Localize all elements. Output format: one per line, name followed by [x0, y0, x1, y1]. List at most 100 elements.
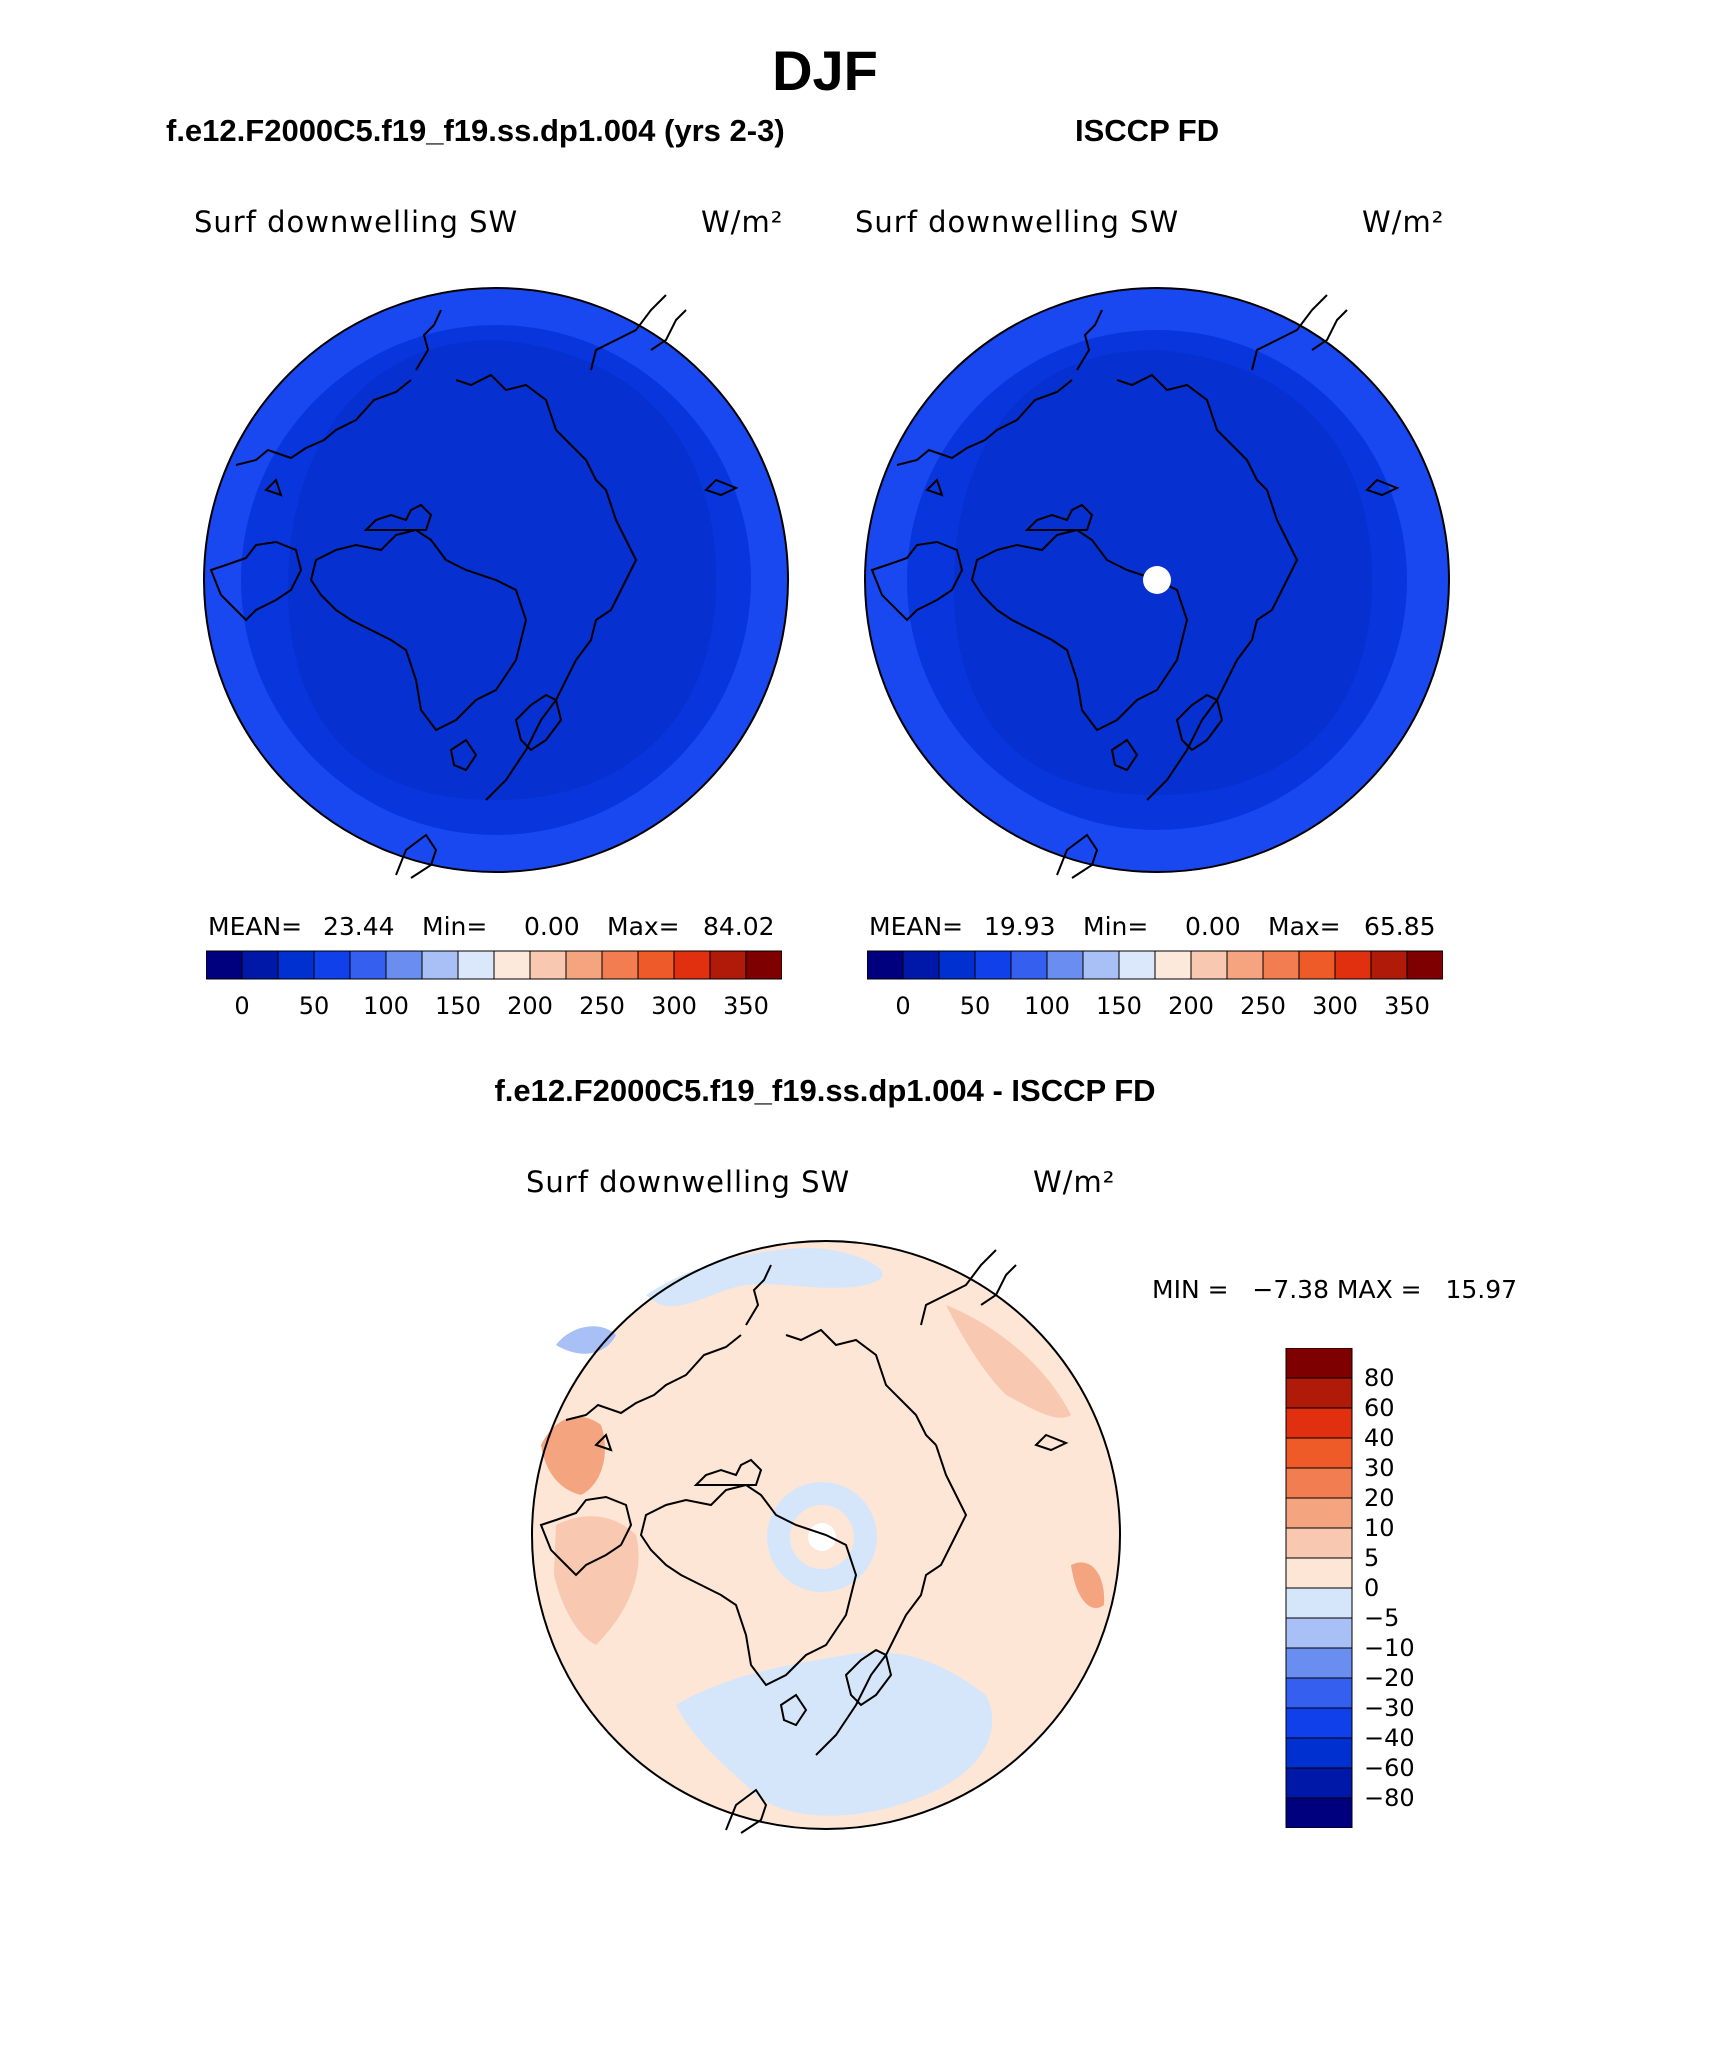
- colorbar-swatch: [493, 950, 531, 980]
- panel-1-units-label: W/m²: [701, 205, 784, 239]
- colorbar-tick-label: 30: [1364, 1454, 1395, 1482]
- colorbar-swatch: [1118, 950, 1156, 980]
- colorbar-tick-label: 80: [1364, 1364, 1395, 1392]
- colorbar-tick-label: 10: [1364, 1514, 1395, 1542]
- colorbar-tick-label: 0: [234, 992, 250, 1020]
- colorbar-swatch: [1285, 1407, 1353, 1439]
- colorbar-swatch: [902, 950, 940, 980]
- panel-2-max-label: Max=: [1268, 912, 1341, 941]
- colorbar-swatch: [1285, 1767, 1353, 1799]
- panel-1-max-value: 84.02: [703, 912, 775, 941]
- colorbar-swatch: [1285, 1617, 1353, 1649]
- colorbar-tick-label: −80: [1364, 1784, 1415, 1812]
- panel-2-mean-value: 19.93: [984, 912, 1056, 941]
- figure-title: DJF: [772, 39, 878, 102]
- diff-variable-label: Surf downwelling SW: [526, 1165, 851, 1199]
- colorbar-swatch: [1190, 950, 1228, 980]
- map-negative-region-south: [676, 1652, 993, 1816]
- map-positive-region-northeast: [946, 1305, 1071, 1418]
- colorbar-swatch: [277, 950, 315, 980]
- colorbar-swatch: [206, 950, 243, 980]
- colorbar-tick-label: 350: [723, 992, 769, 1020]
- coastlines: [209, 294, 739, 879]
- colorbar-swatch: [241, 950, 279, 980]
- diff-polar-map: [531, 1240, 1121, 1834]
- colorbar-swatch: [1285, 1797, 1353, 1828]
- colorbar-swatch: [867, 950, 904, 980]
- colorbar-tick-label: −20: [1364, 1664, 1415, 1692]
- colorbar-swatch: [974, 950, 1012, 980]
- coastlines: [539, 1249, 1069, 1834]
- colorbar-tick-label: −40: [1364, 1724, 1415, 1752]
- coastlines: [870, 294, 1400, 879]
- map-inner-band: [287, 340, 716, 800]
- panel-1-variable-label: Surf downwelling SW: [194, 205, 519, 239]
- colorbar-tick-label: 150: [1096, 992, 1142, 1020]
- missing-data-pole: [1143, 566, 1171, 594]
- colorbar-swatch: [745, 950, 782, 980]
- colorbar-swatch: [1226, 950, 1264, 980]
- panel-2-case-title: ISCCP FD: [1075, 113, 1220, 148]
- colorbar-swatch: [313, 950, 351, 980]
- colorbar-swatch: [1285, 1707, 1353, 1739]
- colorbar-swatch: [1406, 950, 1443, 980]
- colorbar-swatch: [1298, 950, 1336, 980]
- colorbar-swatch: [1370, 950, 1408, 980]
- colorbar-swatch: [1334, 950, 1372, 980]
- map-positive-region-west: [541, 1416, 605, 1495]
- colorbar-swatch: [1082, 950, 1120, 980]
- colorbar-swatch: [1285, 1348, 1353, 1379]
- colorbar-tick-label: 100: [1024, 992, 1070, 1020]
- map-border: [864, 287, 1450, 873]
- missing-data-pole: [808, 1523, 836, 1551]
- colorbar-swatch: [601, 950, 639, 980]
- colorbar-swatch: [1262, 950, 1300, 980]
- colorbar-tick-label: 50: [959, 992, 991, 1020]
- colorbar-tick-label: −60: [1364, 1754, 1415, 1782]
- colorbar-swatch: [421, 950, 459, 980]
- colorbar-tick-label: 0: [895, 992, 911, 1020]
- diff-minmax: MIN = −7.38 MAX = 15.97: [1152, 1275, 1518, 1304]
- colorbar-swatch: [1285, 1437, 1353, 1469]
- diff-title: f.e12.F2000C5.f19_f19.ss.dp1.004 - ISCCP…: [494, 1073, 1156, 1108]
- colorbar-swatch: [1285, 1677, 1353, 1709]
- diff-colorbar-ticks: 80 60 40 30 20 10 5 0 −5 −10 −20 −30 −40 −60 −80: [1364, 1348, 1484, 1828]
- colorbar-tick-label: 20: [1364, 1484, 1395, 1512]
- colorbar-tick-label: 100: [363, 992, 409, 1020]
- colorbar-swatch: [349, 950, 387, 980]
- colorbar-tick-label: 150: [435, 992, 481, 1020]
- diff-colorbar: [1285, 1348, 1353, 1828]
- colorbar-swatch: [385, 950, 423, 980]
- colorbar-tick-label: 300: [1312, 992, 1358, 1020]
- colorbar-swatch: [938, 950, 976, 980]
- colorbar-swatch: [565, 950, 603, 980]
- panel-2-mean-label: MEAN=: [869, 912, 964, 941]
- panel-2-colorbar-ticks: 0 50 100 150 200 250 300 350: [867, 992, 1443, 1022]
- panel-1-min-value: 0.00: [524, 912, 580, 941]
- panel-1-polar-map: [203, 287, 789, 879]
- panel-1-min-label: Min=: [422, 912, 488, 941]
- panel-1-case-title: f.e12.F2000C5.f19_f19.ss.dp1.004 (yrs 2-…: [166, 113, 785, 148]
- colorbar-tick-label: 60: [1364, 1394, 1395, 1422]
- panel-2-max-value: 65.85: [1364, 912, 1436, 941]
- colorbar-swatch: [673, 950, 711, 980]
- colorbar-swatch: [1010, 950, 1048, 980]
- colorbar-swatch: [457, 950, 495, 980]
- colorbar-swatch: [637, 950, 675, 980]
- panel-1-mean-label: MEAN=: [208, 912, 303, 941]
- colorbar-tick-label: 250: [1240, 992, 1286, 1020]
- colorbar-tick-label: 250: [579, 992, 625, 1020]
- colorbar-tick-label: −30: [1364, 1694, 1415, 1722]
- colorbar-swatch: [1285, 1647, 1353, 1679]
- colorbar-tick-label: 50: [298, 992, 330, 1020]
- panel-2-colorbar: [867, 950, 1443, 980]
- colorbar-swatch: [1285, 1497, 1353, 1529]
- colorbar-tick-label: 200: [507, 992, 553, 1020]
- map-border: [531, 1240, 1121, 1830]
- colorbar-tick-label: 350: [1384, 992, 1430, 1020]
- colorbar-tick-label: −5: [1364, 1604, 1400, 1632]
- panel-2-min-value: 0.00: [1185, 912, 1241, 941]
- panel-1-colorbar-ticks: 0 50 100 150 200 250 300 350: [206, 992, 782, 1022]
- colorbar-swatch: [1285, 1377, 1353, 1409]
- colorbar-swatch: [709, 950, 747, 980]
